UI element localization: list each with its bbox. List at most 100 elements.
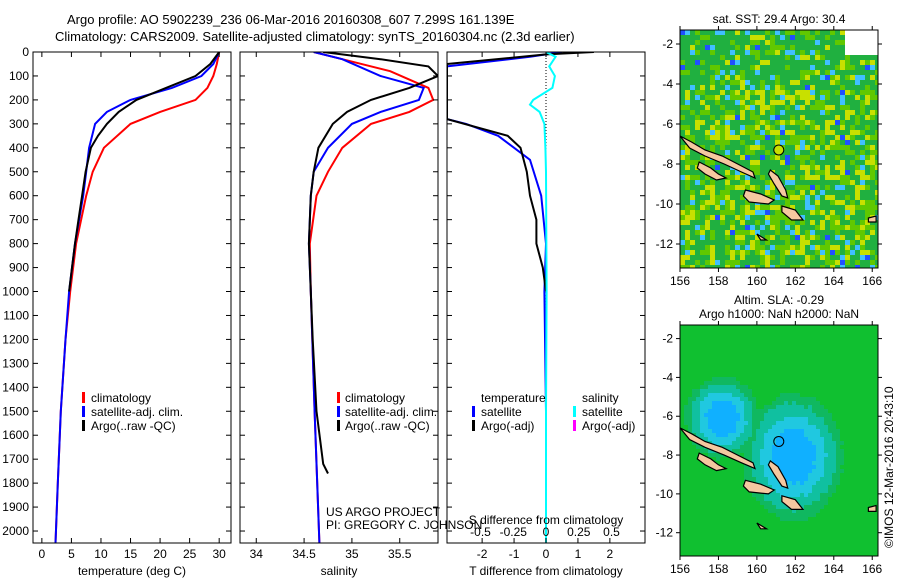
map-cell	[750, 145, 755, 150]
map-cell	[852, 525, 856, 529]
map-cell	[808, 433, 812, 437]
map-cell	[832, 393, 836, 397]
map-cell	[752, 477, 756, 481]
map-cell	[810, 265, 815, 268]
map-cell	[730, 30, 735, 35]
map-cell	[730, 170, 735, 175]
map-cell	[860, 45, 865, 50]
temperature-panel: 0 5 10 15 20 25 300100200300400500600700800900…	[2, 45, 232, 561]
map-cell	[692, 549, 696, 553]
map-cell	[716, 409, 720, 413]
map-cell	[764, 505, 768, 509]
map-cell	[780, 537, 784, 541]
map-cell	[860, 517, 864, 521]
map-cell	[835, 150, 840, 155]
map-cell	[876, 381, 878, 385]
map-cell	[808, 485, 812, 489]
map-cell	[856, 341, 860, 345]
map-cell	[828, 377, 832, 381]
map-cell	[870, 255, 875, 260]
map-cell	[856, 417, 860, 421]
map-cell	[812, 509, 816, 513]
map-cell	[824, 513, 828, 517]
map-cell	[775, 200, 780, 205]
map-cell	[695, 90, 700, 95]
map-cell	[804, 401, 808, 405]
map-cell	[775, 190, 780, 195]
map-cell	[700, 329, 704, 333]
map-cell	[732, 373, 736, 377]
map-cell	[756, 461, 760, 465]
map-cell	[760, 240, 765, 245]
map-cell	[780, 175, 785, 180]
map-cell	[795, 120, 800, 125]
map-cell	[740, 265, 745, 268]
map-cell	[700, 190, 705, 195]
map-cell	[696, 425, 700, 429]
map-cell	[685, 110, 690, 115]
map-cell	[748, 473, 752, 477]
map-cell	[732, 389, 736, 393]
map-cell	[770, 40, 775, 45]
map-cell	[824, 337, 828, 341]
map-cell	[795, 245, 800, 250]
map-cell	[788, 389, 792, 393]
map-cell	[730, 210, 735, 215]
map-cell	[816, 433, 820, 437]
map-cell	[680, 125, 685, 130]
map-cell	[788, 453, 792, 457]
map-cell	[832, 465, 836, 469]
map-cell	[876, 541, 878, 545]
map-cell	[744, 541, 748, 545]
map-cell	[760, 405, 764, 409]
map-cell	[875, 250, 878, 255]
map-cell	[684, 517, 688, 521]
map-cell	[875, 135, 878, 140]
map-cell	[805, 260, 810, 265]
map-cell	[795, 160, 800, 165]
map-cell	[816, 329, 820, 333]
map-cell	[850, 30, 855, 35]
map-cell	[705, 210, 710, 215]
map-cell	[730, 75, 735, 80]
map-cell	[745, 185, 750, 190]
map-cell	[836, 521, 840, 525]
map-cell	[804, 469, 808, 473]
map-cell	[865, 95, 870, 100]
map-cell	[810, 65, 815, 70]
map-cell	[845, 230, 850, 235]
map-cell	[812, 373, 816, 377]
map-cell	[812, 465, 816, 469]
map-cell	[815, 225, 820, 230]
map-cell	[790, 50, 795, 55]
map-cell	[720, 235, 725, 240]
map-cell	[832, 381, 836, 385]
map-cell	[764, 481, 768, 485]
series-line-climatology	[308, 52, 435, 543]
map-cell	[688, 329, 692, 333]
map-cell	[808, 521, 812, 525]
map-cell	[815, 245, 820, 250]
map-cell	[716, 341, 720, 345]
map-cell	[736, 493, 740, 497]
map-cell	[692, 393, 696, 397]
map-cell	[724, 445, 728, 449]
map-cell	[865, 110, 870, 115]
map-cell	[756, 397, 760, 401]
map-cell	[740, 409, 744, 413]
map-cell	[870, 130, 875, 135]
map-cell	[710, 255, 715, 260]
map-cell	[760, 65, 765, 70]
map-cell	[816, 377, 820, 381]
map-cell	[872, 521, 876, 525]
map-cell	[825, 155, 830, 160]
map-cell	[872, 365, 876, 369]
map-cell	[840, 235, 845, 240]
map-cell	[736, 441, 740, 445]
map-cell	[844, 325, 848, 329]
map-cell	[770, 120, 775, 125]
map-cell	[710, 225, 715, 230]
map-cell	[864, 517, 868, 521]
map-cell	[844, 369, 848, 373]
map-cell	[855, 255, 860, 260]
